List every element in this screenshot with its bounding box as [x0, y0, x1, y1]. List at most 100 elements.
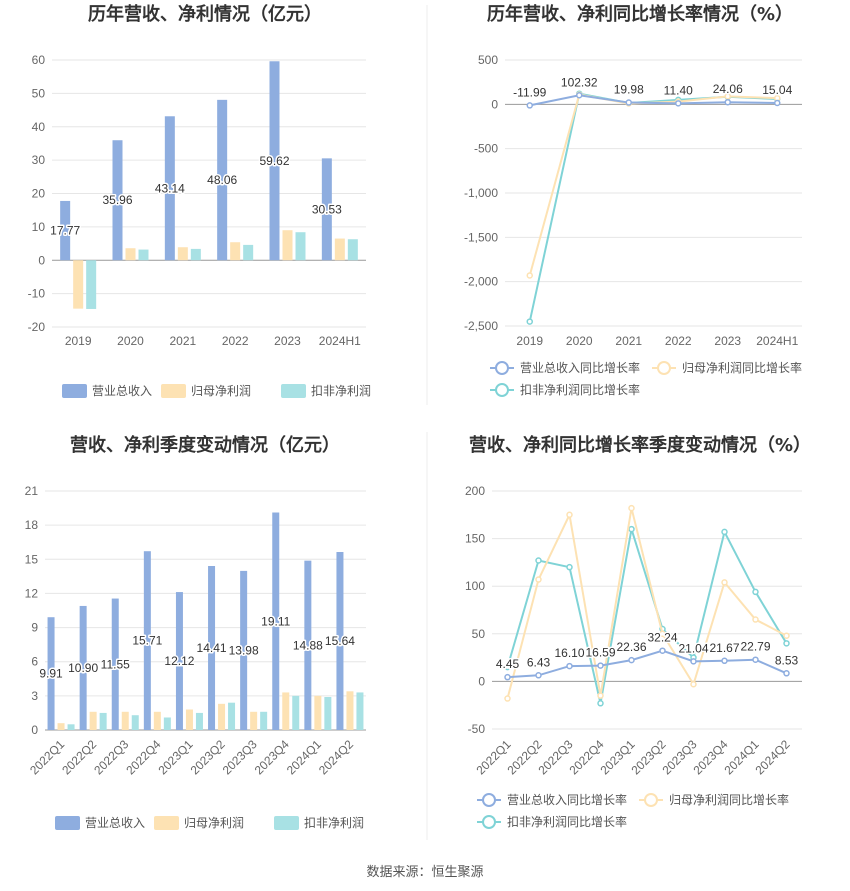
annual-amount-bar-deducted-profit — [243, 244, 254, 261]
quarterly-amount-bar-deducted-profit — [67, 724, 75, 730]
quarterly-amount-legend-label: 归母净利润 — [184, 816, 244, 830]
quarterly-amount-x-tick-label: 2022Q4 — [123, 737, 163, 777]
quarterly-growth-y-tick-label: 150 — [465, 532, 485, 546]
quarterly-growth-x-tick-label: 2024Q2 — [753, 737, 793, 777]
quarterly-amount-y-tick-label: 9 — [31, 621, 38, 635]
quarterly-amount-bar-deducted-profit — [292, 695, 300, 730]
quarterly-growth-point — [659, 630, 666, 638]
quarterly-growth-point — [783, 640, 790, 647]
quarterly-growth-point-data-label: 16.59 — [585, 646, 615, 660]
annual-growth-point-data-label: 15.04 — [762, 83, 792, 97]
quarterly-amount-bar-data-label: 19.11 — [261, 614, 290, 628]
annual-amount-x-tick-label: 2023 — [274, 334, 301, 348]
quarterly-amount-bar-parent-profit — [282, 692, 290, 730]
quarterly-amount-legend-swatch — [154, 816, 179, 830]
quarterly-growth-point — [535, 672, 542, 679]
annual-amount-bar-data-label: 59.62 — [259, 154, 289, 168]
annual-amount-bar-deducted-profit — [86, 260, 97, 309]
quarterly-growth-point — [783, 632, 790, 639]
annual-growth-y-tick-label: -1,000 — [464, 186, 498, 200]
quarterly-amount-bar-data-label: 13.98 — [229, 643, 259, 657]
quarterly-growth-point — [752, 588, 759, 596]
quarterly-growth-point-data-label: 32.24 — [647, 631, 677, 645]
annual-amount-y-tick-label: 40 — [32, 120, 46, 134]
quarterly-amount-bar-data-label: 14.41 — [197, 641, 227, 655]
annual-amount-bar-data-label: 48.06 — [207, 173, 237, 187]
quarterly-amount-x-tick-label: 2022Q3 — [91, 737, 131, 777]
annual-amount-x-tick-label: 2022 — [222, 334, 249, 348]
quarterly-amount-bar-deducted-profit — [195, 712, 203, 730]
quarterly-amount-bar-parent-profit — [57, 723, 65, 730]
quarterly-amount-bar-deducted-profit — [99, 712, 107, 730]
quarterly-amount-bar-data-label: 15.71 — [132, 634, 162, 648]
annual-amount-legend-swatch — [62, 384, 87, 398]
annual-amount-bar-parent-profit — [282, 230, 293, 261]
quarterly-amount-bar-deducted-profit — [131, 715, 139, 730]
quarterly-amount-legend-label: 营业总收入 — [85, 816, 145, 830]
quarterly-growth-y-tick-label: 0 — [478, 674, 485, 688]
quarterly-growth-y-tick-label: 200 — [465, 484, 485, 498]
quarterly-growth-point — [659, 647, 666, 654]
quarterly-amount-x-tick-label: 2023Q4 — [252, 737, 292, 777]
quarterly-amount-bar-deducted-profit — [356, 692, 364, 730]
quarterly-amount-x-tick-label: 2022Q1 — [27, 737, 67, 777]
annual-amount-y-tick-label: 50 — [32, 86, 46, 100]
quarterly-growth-point — [566, 511, 573, 519]
annual-growth-point — [675, 100, 682, 107]
quarterly-growth-legend-label: 归母净利润同比增长率 — [669, 792, 789, 807]
annual-amount-legend-label: 归母净利润 — [191, 384, 251, 398]
annual-growth-x-tick-label: 2021 — [615, 334, 642, 348]
annual-amount-y-tick-label: 10 — [32, 220, 46, 234]
annual-growth-y-tick-label: -2,000 — [464, 275, 498, 289]
quarterly-amount-bar-revenue — [47, 617, 55, 730]
annual-amount-legend-label: 扣非净利润 — [311, 384, 371, 398]
quarterly-growth-point — [566, 662, 573, 670]
quarterly-amount-bar-data-label: 12.12 — [164, 654, 194, 668]
quarterly-growth-series-line-parent-profit — [506, 507, 787, 699]
annual-growth-y-tick-label: -1,500 — [464, 230, 498, 244]
annual-amount-bar-revenue — [321, 158, 332, 261]
quarterly-growth-point — [752, 656, 759, 663]
annual-amount-bar-revenue — [217, 99, 228, 261]
annual-amount-bar-revenue — [112, 140, 123, 261]
quarterly-amount-bar-revenue — [336, 552, 344, 730]
annual-amount-title: 历年营收、净利情况（亿元） — [88, 3, 322, 25]
quarterly-amount-bar-revenue — [79, 605, 87, 730]
quarterly-growth-legend-marker — [482, 793, 496, 807]
quarterly-amount-bar-revenue — [175, 592, 183, 730]
annual-growth-point — [724, 98, 731, 106]
annual-growth-legend-label: 扣非净利润同比增长率 — [520, 382, 640, 397]
quarterly-growth-point — [752, 616, 759, 623]
quarterly-growth-point — [597, 700, 604, 707]
quarterly-growth-point-data-label: 21.04 — [678, 641, 708, 655]
quarterly-amount-bar-deducted-profit — [228, 702, 236, 730]
quarterly-amount-bar-deducted-profit — [260, 711, 268, 730]
annual-amount-bar-revenue — [164, 116, 175, 261]
quarterly-amount-bar-parent-profit — [185, 709, 193, 730]
annual-amount-x-tick-label: 2020 — [117, 334, 144, 348]
quarterly-amount-bar-revenue — [272, 512, 280, 730]
annual-amount-bar-parent-profit — [125, 248, 136, 261]
quarterly-amount-bar-revenue — [111, 598, 119, 730]
annual-amount-y-tick-label: -20 — [28, 320, 46, 334]
annual-amount-bar-parent-profit — [230, 242, 241, 261]
quarterly-growth-y-tick-label: 50 — [472, 627, 486, 641]
annual-amount-bar-revenue — [269, 61, 280, 261]
quarterly-growth-point — [566, 563, 573, 571]
data-source-note: 数据来源：恒生聚源 — [366, 865, 483, 880]
quarterly-amount-bar-revenue — [208, 566, 216, 730]
quarterly-growth-point — [628, 656, 635, 664]
quarterly-amount-x-tick-label: 2024Q2 — [316, 737, 356, 777]
annual-amount-bar-deducted-profit — [347, 239, 358, 261]
quarterly-growth-legend-marker — [644, 793, 658, 807]
quarterly-amount-y-tick-label: 6 — [31, 655, 38, 669]
quarterly-amount-bar-deducted-profit — [163, 717, 171, 730]
annual-amount-bar-data-label: 30.53 — [312, 202, 342, 216]
annual-growth-point-data-label: 24.06 — [713, 82, 743, 96]
annual-amount-legend-swatch — [161, 384, 186, 398]
annual-amount-legend-label: 营业总收入 — [92, 384, 152, 398]
annual-amount-y-tick-label: 0 — [38, 253, 45, 267]
annual-growth-x-tick-label: 2020 — [566, 334, 593, 348]
annual-growth-point-data-label: -11.99 — [513, 85, 546, 99]
annual-growth-y-tick-label: -2,500 — [464, 319, 498, 333]
